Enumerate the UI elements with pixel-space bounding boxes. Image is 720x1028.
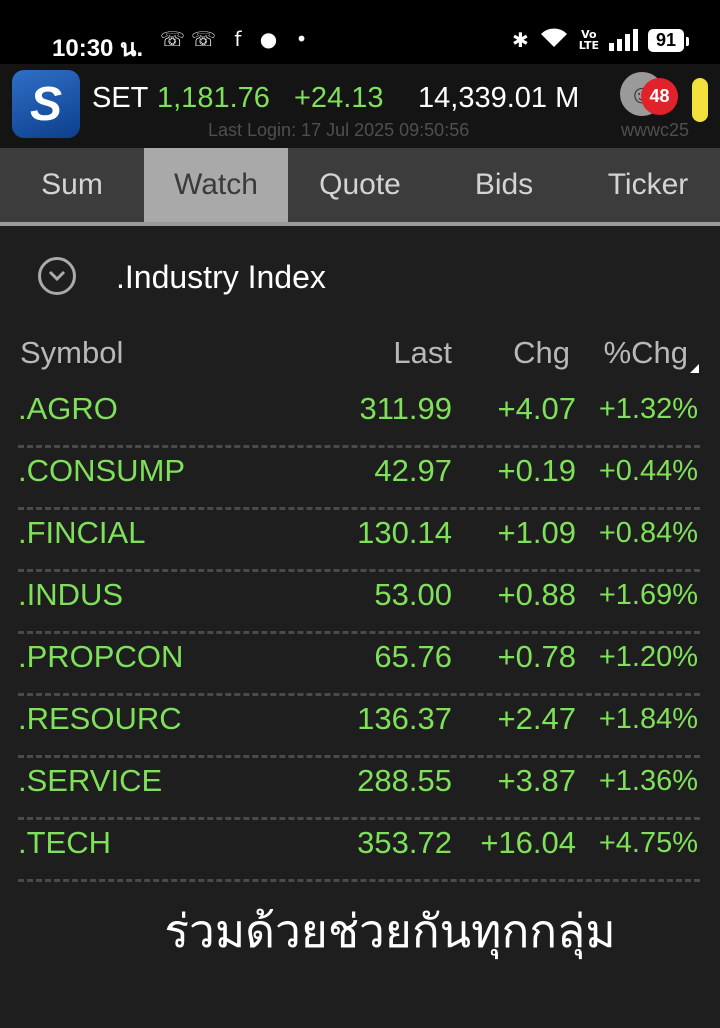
table-row[interactable]: .RESOURC 136.37 +2.47 +1.84%	[18, 693, 700, 758]
row-chg: +2.47	[497, 701, 576, 736]
notification-icons: ☏☏ f ● •	[160, 27, 314, 51]
index-value: 1,181.76	[157, 82, 270, 114]
table-row[interactable]: .PROPCON 65.76 +0.78 +1.20%	[18, 631, 700, 696]
row-symbol: .TECH	[18, 825, 111, 860]
table-row[interactable]: .AGRO 311.99 +4.07 +1.32%	[18, 383, 700, 448]
app-logo[interactable]: S	[12, 70, 80, 138]
status-time: 10:30 น.	[52, 35, 144, 62]
row-symbol: .SERVICE	[18, 763, 163, 798]
row-last: 311.99	[359, 391, 452, 426]
table-row[interactable]: .INDUS 53.00 +0.88 +1.69%	[18, 569, 700, 634]
chevron-down-icon[interactable]	[38, 257, 76, 295]
row-last: 288.55	[357, 763, 452, 798]
row-last: 353.72	[357, 825, 452, 860]
bluetooth-icon: ✱	[511, 28, 529, 52]
row-symbol: .INDUS	[18, 577, 124, 612]
row-chg: +1.09	[497, 515, 576, 550]
row-chg: +0.19	[497, 453, 576, 488]
battery-icon: 91	[647, 28, 690, 52]
tab-watch[interactable]: Watch	[144, 148, 288, 222]
column-header-last[interactable]: Last	[393, 335, 452, 370]
status-icons: ✱ Vo LTE 91	[511, 26, 690, 54]
row-pct: +1.36%	[598, 765, 698, 797]
row-symbol: .AGRO	[18, 391, 118, 426]
username: wwwc25	[621, 120, 690, 140]
row-last: 42.97	[374, 453, 452, 488]
row-pct: +1.32%	[598, 393, 698, 425]
tab-bar: Sum Watch Quote Bids Ticker	[0, 148, 720, 226]
row-pct: +1.20%	[598, 641, 698, 673]
status-bar: 10:30 น. ☏☏ f ● • ✱ Vo LTE 91	[0, 0, 720, 64]
row-chg: +0.88	[497, 577, 576, 612]
row-last: 136.37	[357, 701, 452, 736]
table-row[interactable]: .SERVICE 288.55 +3.87 +1.36%	[18, 755, 700, 820]
row-pct: +1.69%	[598, 579, 698, 611]
row-chg: +4.07	[497, 391, 576, 426]
row-chg: +16.04	[480, 825, 576, 860]
app-header: S SET 1,181.76 +24.13 14,339.01 M Last L…	[0, 64, 720, 148]
caption-banner: ร่วมด้วยช่วยกันทุกกลุ่ม	[164, 904, 616, 958]
row-symbol: .FINCIAL	[18, 515, 146, 550]
row-pct: +1.84%	[598, 703, 698, 735]
alert-indicator[interactable]	[692, 78, 708, 122]
row-symbol: .PROPCON	[18, 639, 184, 674]
watch-group-title: .Industry Index	[116, 259, 326, 295]
row-chg: +3.87	[497, 763, 576, 798]
wifi-icon	[539, 27, 569, 54]
column-header-symbol[interactable]: Symbol	[20, 335, 124, 370]
notification-badge[interactable]: 48	[641, 78, 678, 115]
index-name: SET	[92, 82, 149, 114]
index-volume: 14,339.01 M	[418, 82, 580, 114]
column-header-chg[interactable]: Chg	[513, 335, 570, 370]
row-last: 65.76	[374, 639, 452, 674]
tab-sum[interactable]: Sum	[41, 168, 103, 201]
index-change: +24.13	[294, 82, 384, 114]
column-header-pct[interactable]: %Chg	[603, 335, 688, 370]
row-last: 53.00	[374, 577, 452, 612]
tab-bids[interactable]: Bids	[474, 168, 534, 201]
row-pct: +0.44%	[598, 455, 698, 487]
table-row[interactable]: .FINCIAL 130.14 +1.09 +0.84%	[18, 507, 700, 572]
row-pct: +0.84%	[598, 517, 698, 549]
row-chg: +0.78	[497, 639, 576, 674]
signal-icon	[608, 29, 638, 51]
volte-icon: Vo LTE	[578, 28, 599, 52]
tab-ticker[interactable]: Ticker	[607, 168, 689, 201]
row-pct: +4.75%	[598, 827, 698, 859]
row-symbol: .CONSUMP	[18, 453, 186, 488]
last-login: Last Login: 17 Jul 2025 09:50:56	[208, 120, 470, 140]
table-row[interactable]: .TECH 353.72 +16.04 +4.75%	[18, 817, 700, 882]
row-last: 130.14	[357, 515, 452, 550]
tab-quote[interactable]: Quote	[319, 168, 401, 201]
table-row[interactable]: .CONSUMP 42.97 +0.19 +0.44%	[18, 445, 700, 510]
sort-indicator-icon	[690, 364, 699, 373]
row-symbol: .RESOURC	[18, 701, 182, 736]
